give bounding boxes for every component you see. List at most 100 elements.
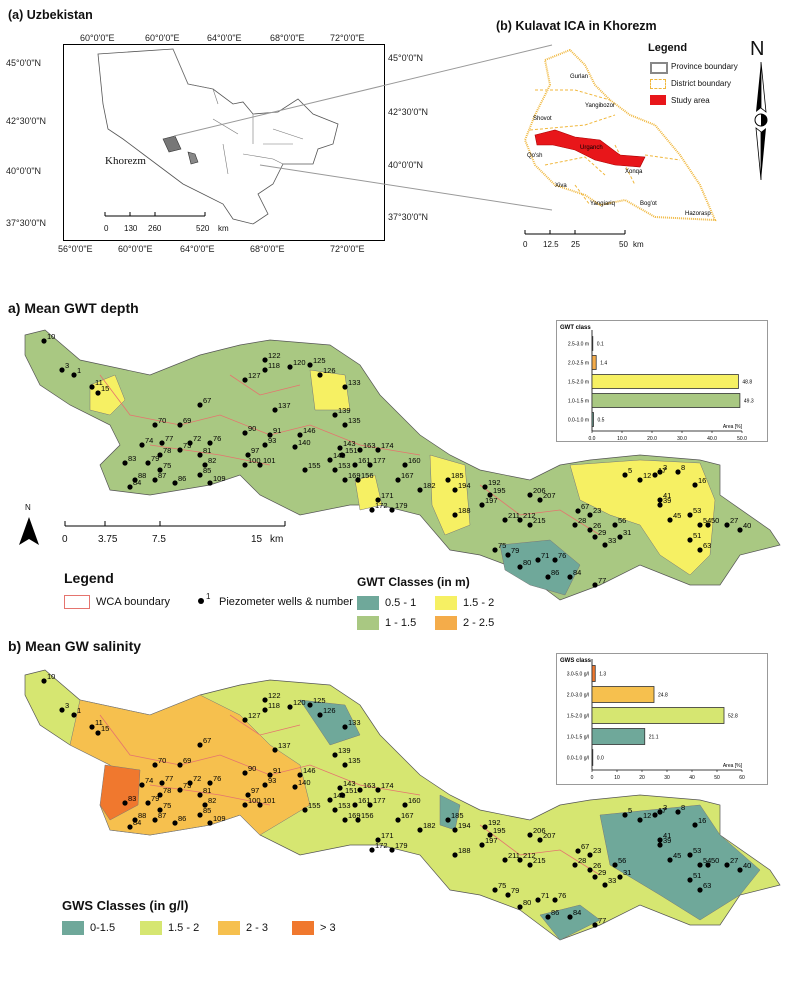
scale-c-0: 0	[62, 534, 68, 545]
piezometer-well-point	[145, 460, 151, 466]
piezometer-well-point	[527, 522, 533, 528]
piezometer-well-point	[592, 874, 598, 880]
piezometer-well-point	[637, 817, 643, 823]
gwt-class-3-swatch	[435, 616, 457, 630]
scale-a-260: 260	[148, 224, 162, 233]
well-number-label: 118	[268, 361, 280, 370]
well-number-label: 137	[278, 401, 291, 410]
panel-b-legend-title: Legend	[648, 42, 688, 54]
piezometer-well-point	[41, 338, 47, 344]
piezometer-well-point	[479, 502, 485, 508]
well-number-label: 74	[145, 436, 153, 445]
chart-x-tick-label: 40	[689, 775, 695, 781]
chart-value-label: 48.8	[742, 380, 752, 386]
well-number-label: 84	[133, 478, 141, 487]
piezometer-well-point	[537, 837, 543, 843]
chart-bar	[591, 707, 725, 724]
well-number-label: 86	[178, 474, 186, 483]
well-number-label: 192	[488, 818, 501, 827]
piezometer-well-point	[127, 824, 133, 830]
piezometer-well-point	[687, 537, 693, 543]
well-number-label: 70	[158, 756, 166, 765]
gwt-class-2: 1 - 1.5	[357, 616, 416, 630]
piezometer-well-point	[622, 812, 628, 818]
well-number-label: 79	[511, 886, 519, 895]
north-arrow-c-icon	[19, 517, 39, 545]
well-number-label: 3	[65, 361, 69, 370]
svg-text:Qo'sh: Qo'sh	[527, 153, 543, 159]
piezometer-well-icon	[198, 598, 204, 604]
piezometer-well-point	[262, 357, 268, 363]
piezometer-well-point	[572, 522, 578, 528]
well-number-label: 139	[338, 746, 351, 755]
piezometer-well-point	[297, 432, 303, 438]
piezometer-well-point	[445, 817, 451, 823]
well-number-label: 174	[381, 781, 394, 790]
well-number-label: 69	[183, 756, 191, 765]
legend-c-title: Legend	[64, 570, 114, 586]
piezometer-well-point	[302, 467, 308, 473]
well-number-label: 69	[183, 416, 191, 425]
piezometer-well-point	[572, 862, 578, 868]
chart-x-axis-label: Area [%]	[723, 424, 743, 430]
well-number-label: 12	[643, 811, 651, 820]
well-number-label: 88	[138, 811, 146, 820]
district-boundary-swatch	[650, 79, 666, 89]
chart-x-tick-label: 40.0	[707, 436, 717, 442]
piezometer-well-point	[692, 482, 698, 488]
piezometer-well-point	[207, 480, 213, 486]
well-number-label: 5	[628, 806, 632, 815]
piezometer-well-point	[127, 484, 133, 490]
well-number-label: 85	[203, 806, 211, 815]
well-number-label: 28	[578, 856, 586, 865]
well-number-label: 171	[381, 491, 394, 500]
piezometer-well-point	[697, 862, 703, 868]
well-number-label: 54	[703, 516, 711, 525]
well-number-label: 133	[348, 378, 361, 387]
well-number-label: 135	[348, 416, 361, 425]
well-number-label: 87	[158, 811, 166, 820]
well-number-label: 1	[77, 706, 81, 715]
well-number-label: 100	[248, 456, 261, 465]
piezometer-well-point	[587, 852, 593, 858]
piezometer-well-point	[71, 372, 77, 378]
well-number-label: 28	[578, 516, 586, 525]
well-number-label: 78	[163, 786, 171, 795]
khorezm-label: Khorezm	[105, 155, 146, 167]
chart-bar	[591, 336, 594, 351]
well-number-label: 63	[703, 541, 711, 550]
piezometer-well-point	[724, 522, 730, 528]
lat-tick-left-2: 42°30'0"N	[6, 116, 47, 126]
well-number-label: 122	[268, 691, 281, 700]
well-number-label: 179	[395, 841, 408, 850]
piezometer-well-point	[535, 557, 541, 563]
well-number-label: 67	[203, 736, 211, 745]
piezometer-well-point	[307, 702, 313, 708]
piezometer-well-point	[487, 492, 493, 498]
piezometer-well-point	[95, 390, 101, 396]
well-number-label: 17	[658, 806, 666, 815]
gws-class-2: 2 - 3	[218, 921, 268, 935]
chart-category-label: 1.5-2.0 g/l	[567, 714, 589, 720]
well-number-label: 16	[698, 476, 706, 485]
piezometer-well-point	[402, 802, 408, 808]
piezometer-well-point	[545, 914, 551, 920]
piezometer-well-point	[592, 534, 598, 540]
gws-class-1: 1.5 - 2	[140, 921, 199, 935]
well-number-label: 26	[593, 861, 601, 870]
well-number-label: 179	[395, 501, 408, 510]
chart-title: GWT class	[560, 325, 591, 331]
piezometer-well-point	[89, 384, 95, 390]
svg-text:Yangibozor: Yangibozor	[585, 103, 615, 109]
lat-tick-left-1: 45°0'0"N	[6, 58, 42, 68]
well-number-label: 167	[401, 811, 414, 820]
province-boundary-swatch	[650, 62, 668, 74]
well-number-label: 51	[693, 531, 701, 540]
piezometer-well-point	[342, 724, 348, 730]
lon-tick-bottom-2: 60°0'0"E	[118, 244, 153, 254]
well-number-label: 81	[203, 786, 211, 795]
piezometer-well-point	[262, 707, 268, 713]
piezometer-well-point	[157, 792, 163, 798]
well-number-label: 33	[608, 536, 616, 545]
piezometer-well-point	[724, 862, 730, 868]
